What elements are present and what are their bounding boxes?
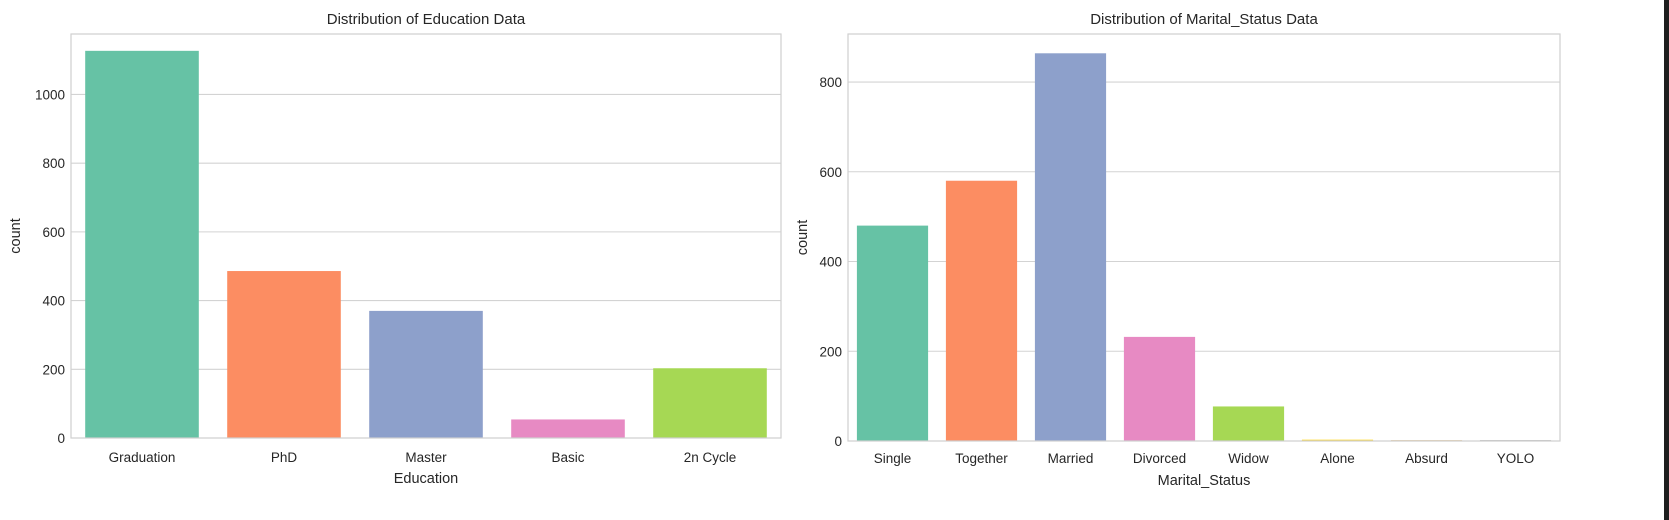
bar-2n-cycle [653,368,767,438]
x-tick-label: Divorced [1133,451,1186,466]
y-axis-label: count [795,220,811,255]
x-tick-label: Absurd [1405,451,1448,466]
chart-title: Distribution of Education Data [327,11,526,28]
x-tick-label: Married [1048,451,1094,466]
x-tick-label: Alone [1320,451,1355,466]
bar-together [945,180,1018,441]
bar-master [369,310,483,438]
chart-1: 0 200 400 600 800 Single Together Married Divorc… [795,11,1561,489]
bar-married [1034,53,1107,442]
x-tick-label: Single [874,451,912,466]
y-tick-label: 400 [42,294,65,309]
x-tick-label: Graduation [109,450,176,465]
x-tick-label: 2n Cycle [684,450,737,465]
bar-single [856,225,929,441]
axes-frame [70,33,782,439]
bar-widow [1212,406,1285,441]
y-tick-label: 200 [819,344,842,359]
y-tick-label: 400 [819,255,842,270]
x-tick-label: Together [955,451,1008,466]
chart-title: Distribution of Marital_Status Data [1090,11,1318,28]
bar-basic [511,419,625,438]
x-tick-label: Basic [551,450,584,465]
y-tick-label: 0 [57,431,65,446]
y-tick-label: 1000 [35,87,65,102]
x-tick-label: PhD [271,450,298,465]
bar-alone [1301,439,1374,441]
y-tick-label: 0 [834,434,842,449]
y-tick-label: 200 [42,362,65,377]
y-tick-label: 600 [819,165,842,180]
bar-graduation [85,50,199,438]
x-axis-label: Marital_Status [1158,473,1251,489]
y-tick-label: 600 [42,225,65,240]
x-tick-label: Widow [1228,451,1269,466]
y-tick-label: 800 [819,75,842,90]
y-axis-label: count [8,218,24,253]
x-tick-label: YOLO [1497,451,1535,466]
x-axis-label: Education [394,471,459,487]
chart-0: 0 200 400 600 800 1000 Graduation PhD Master Basi… [8,11,782,487]
x-tick-label: Master [405,450,447,465]
bar-phd [227,271,341,438]
axes-frame [847,33,1561,442]
y-tick-label: 800 [42,156,65,171]
bar-divorced [1123,336,1196,441]
